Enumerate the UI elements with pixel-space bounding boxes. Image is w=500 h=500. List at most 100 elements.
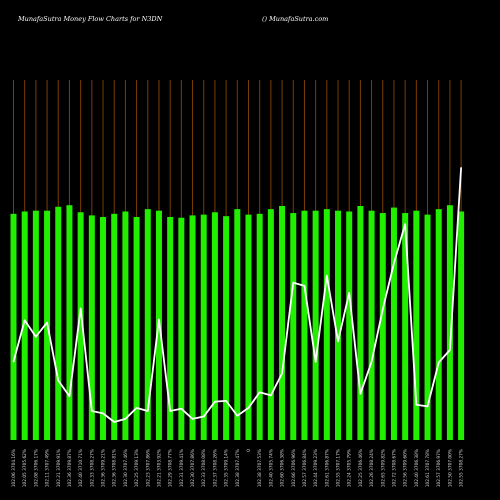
line-point [124, 418, 126, 420]
line-point [91, 410, 93, 412]
x-tick-labels: 102.06 3704.16% 102.05 3705.62% 102.08 370… [11, 449, 465, 488]
bar [133, 216, 140, 440]
x-tick-label: 102.57 3706.97% [436, 449, 442, 487]
x-tick-label: 102.25 3706.46% [358, 449, 364, 487]
line-point [259, 391, 261, 393]
bar [424, 214, 431, 440]
bar [100, 216, 107, 440]
x-tick-label: 102.24 3705.79% [347, 449, 353, 487]
bar [66, 205, 73, 440]
line-point [449, 349, 451, 351]
x-tick-label: 102.21 3703.92% [156, 449, 162, 487]
x-tick-label: 102.65 3709.82% [380, 449, 386, 487]
line-point [382, 308, 384, 310]
x-tick-label: 102.38 3707.53% [257, 449, 263, 487]
line-point [438, 361, 440, 364]
x-tick-label: 102.36 3709.21% [101, 449, 107, 487]
x-tick-label: 102.55 3708.27% [459, 449, 465, 487]
site-credit: () MunafaSutra.com [262, 15, 329, 23]
bar [279, 206, 286, 440]
line-point [393, 262, 395, 264]
x-tick-label: 102.40 3705.74% [268, 449, 274, 487]
bar [290, 213, 297, 440]
x-tick-label: 102.60 3706.38% [280, 449, 286, 487]
x-tick-label: 102.26 3708.24% [369, 449, 375, 487]
x-tick-label: 102.57 3706.84% [302, 449, 308, 487]
bar [111, 213, 118, 440]
line-point [46, 322, 48, 324]
bar [267, 209, 274, 440]
x-tick-label: 102.38 3707.47% [235, 449, 241, 487]
line-point [169, 410, 171, 412]
x-tick-label: 102.29 3708.77% [168, 449, 174, 487]
x-tick-label: 102.30 3707.46% [123, 449, 129, 487]
x-tick-label: 102.33 3708.08% [201, 449, 207, 487]
chart-title: MunafaSutra Money Flow Charts for N3DN [18, 15, 163, 23]
x-tick-label: 102.56 3709.60% [403, 449, 409, 487]
bar [368, 210, 375, 440]
x-tick-label: 102.61 3706.87% [324, 449, 330, 487]
bar [55, 206, 62, 440]
bar [234, 209, 241, 440]
bar [413, 210, 420, 440]
line-point [247, 407, 250, 409]
x-tick-label: 102.33 3708.27% [89, 449, 95, 487]
x-tick-label: 102.06 3704.16% [11, 449, 17, 487]
x-tick-label: 102.25 3709.13% [134, 449, 140, 487]
x-tick-label: 102.36 3709.87% [67, 449, 73, 487]
x-tick-label: 102.35 3709.14% [224, 449, 230, 487]
bar [223, 216, 230, 440]
bar [122, 211, 129, 440]
line-point [191, 418, 194, 420]
x-tick-label: 102.05 3705.62% [22, 449, 28, 487]
bar [178, 217, 185, 440]
line-point [68, 395, 71, 397]
bar [435, 209, 442, 440]
x-tick-label: 102.40 3710.71% [78, 449, 84, 487]
bar [402, 213, 409, 440]
line-point [359, 393, 361, 395]
bar [256, 213, 263, 440]
line-point [35, 336, 37, 338]
line-point [135, 407, 138, 409]
x-tick-label: 102.55 3707.17% [336, 449, 342, 487]
line-point [460, 167, 462, 169]
line-point [337, 340, 339, 342]
line-point [80, 307, 82, 310]
line-point [292, 282, 294, 284]
bar [144, 209, 151, 440]
x-tick-label: 102.50 3707.00% [447, 449, 453, 487]
line-point [158, 318, 160, 321]
line-point [348, 292, 350, 294]
line-series [12, 167, 462, 423]
line-point [113, 421, 115, 423]
bar [77, 212, 84, 440]
bar [458, 211, 465, 440]
x-tick-label: 102.11 3707.49% [45, 449, 51, 487]
line-point [12, 361, 15, 363]
x-tick-label: 102.44 3709.23% [313, 449, 319, 487]
bar [189, 215, 196, 440]
bar [88, 215, 95, 440]
x-tick-label: 102.61 3707.78% [425, 449, 431, 487]
x-tick-label: 102.72 3708.67% [391, 449, 397, 487]
line-point [415, 404, 417, 406]
line-point [270, 394, 272, 396]
line-point [147, 410, 149, 412]
line-point [203, 415, 205, 418]
x-tick-label: 102.08 3706.17% [33, 449, 39, 487]
line-point [404, 223, 406, 225]
bar [10, 213, 17, 440]
bar [335, 210, 342, 440]
line-point [315, 361, 317, 363]
bar [245, 214, 252, 440]
line-point [236, 415, 238, 417]
bar [346, 211, 353, 440]
line-point [214, 401, 216, 403]
line-point [303, 285, 306, 287]
line-point [370, 361, 373, 363]
bar [211, 212, 218, 440]
x-tick-label: 102.36 3708.81% [112, 449, 118, 487]
bar [301, 210, 308, 440]
